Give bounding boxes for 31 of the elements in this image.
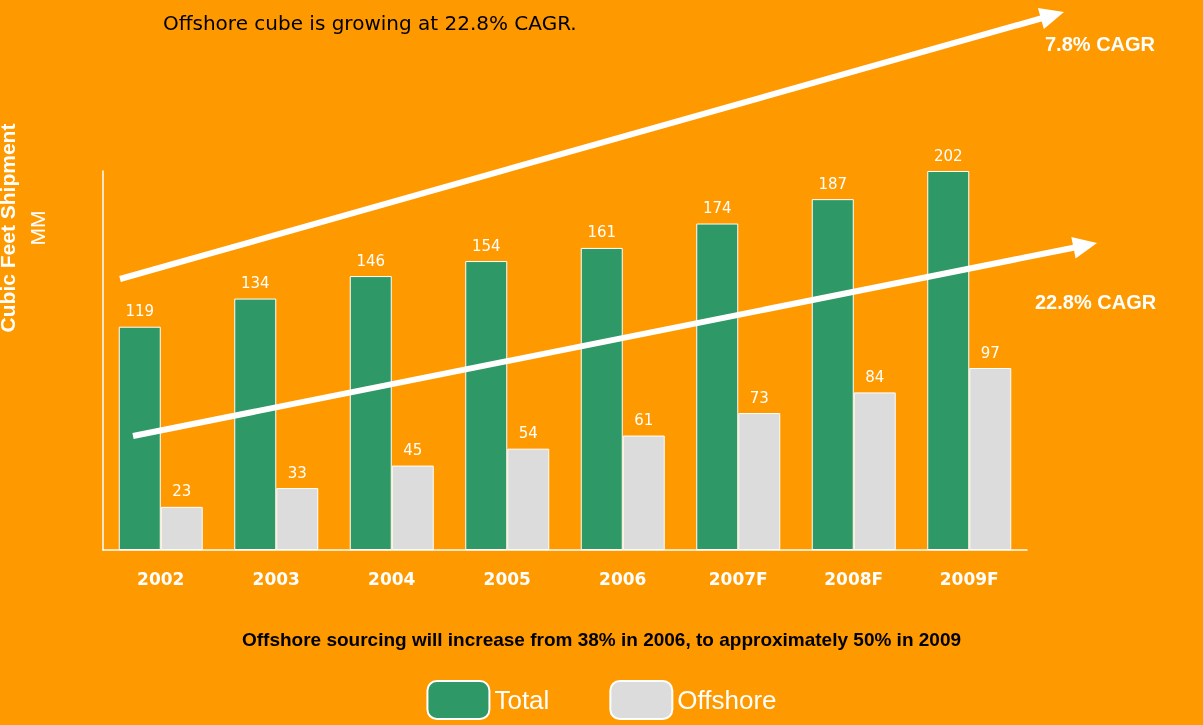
x-tick-label: 2006 xyxy=(599,568,647,589)
x-tick-label: 2004 xyxy=(368,568,416,589)
data-label: 161 xyxy=(587,223,617,242)
data-label: 23 xyxy=(172,482,192,501)
data-label: 119 xyxy=(125,302,155,321)
x-tick-label: 2002 xyxy=(137,568,185,589)
data-label: 174 xyxy=(702,199,732,218)
legend-label: Offshore xyxy=(677,685,777,715)
x-tick-label: 2008F xyxy=(824,568,884,589)
data-label: 33 xyxy=(287,463,307,482)
data-label: 45 xyxy=(403,441,423,460)
data-label: 73 xyxy=(749,388,769,407)
data-label: 187 xyxy=(818,174,848,193)
data-label: 54 xyxy=(518,424,538,443)
text: 22.8% CAGR xyxy=(1035,291,1157,313)
x-tick-label: 2003 xyxy=(252,568,300,589)
data-label: 84 xyxy=(865,367,885,386)
data-label: 154 xyxy=(471,236,501,255)
text: 7.8% CAGR xyxy=(1045,33,1156,55)
data-label: 202 xyxy=(933,146,963,165)
legend-label: Total xyxy=(494,685,550,715)
data-label: 97 xyxy=(980,343,1000,362)
text: Offshore sourcing will increase from 38% in 2006, to approximately 50% in 2009 xyxy=(241,629,962,650)
x-tick-label: 2009F xyxy=(939,568,999,589)
y-axis-title: Cubic Feet Shipment MM xyxy=(0,123,49,333)
chart-title: Offshore cube is growing at 22.8% CAGR. xyxy=(163,11,577,35)
x-tick-label: 2007F xyxy=(708,568,768,589)
data-label: 146 xyxy=(356,251,386,270)
data-label: 134 xyxy=(240,274,270,293)
data-label: 61 xyxy=(634,411,654,430)
x-tick-label: 2005 xyxy=(483,568,531,589)
